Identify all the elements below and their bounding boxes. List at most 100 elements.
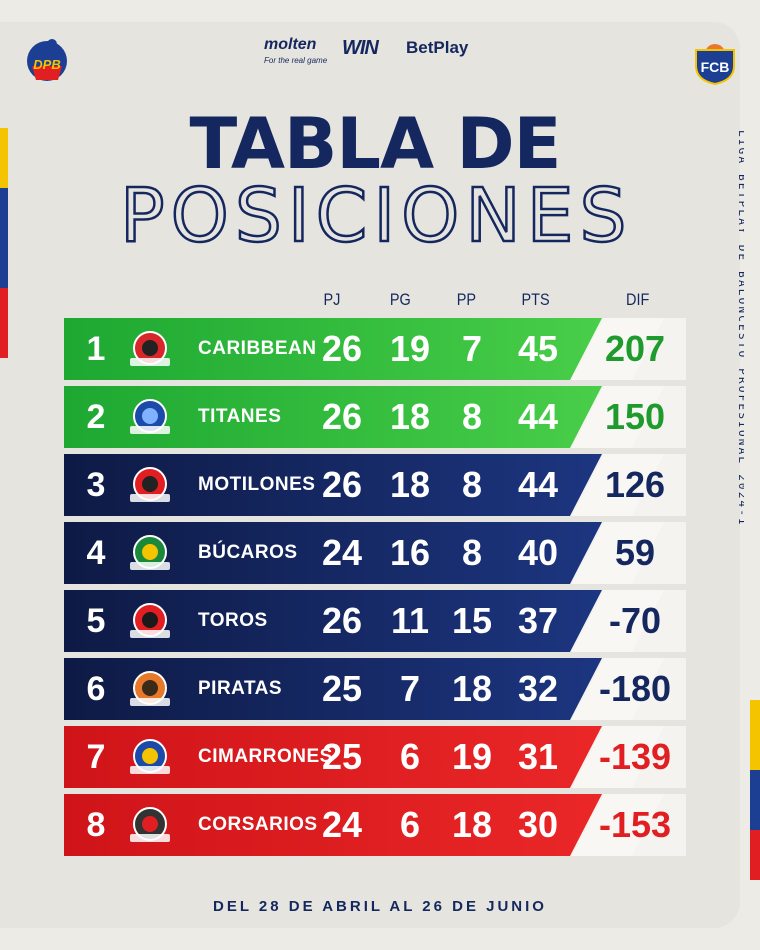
header-pj: PJ [323, 290, 341, 309]
row-background [64, 590, 686, 652]
flag-stripe-yellow-right [750, 700, 760, 770]
row-background [64, 658, 686, 720]
rank: 2 [86, 398, 106, 436]
bucaros-logo [130, 535, 170, 570]
games-won: 18 [389, 464, 431, 505]
games-lost: 19 [451, 736, 493, 777]
team-name: TOROS [198, 610, 268, 631]
team-name: CIMARRONES [198, 746, 333, 767]
caribbean-storm-logo [130, 331, 170, 366]
points: 31 [517, 736, 559, 777]
table-row: 3 MOTILONES 26 18 8 44 126 [64, 454, 686, 516]
games-played: 26 [321, 396, 363, 437]
rank: 8 [86, 806, 106, 844]
team-name: MOTILONES [198, 474, 316, 495]
fcb-logo-text: FCB [701, 59, 730, 75]
header-pg: PG [389, 290, 411, 309]
games-played: 26 [321, 328, 363, 369]
games-won: 7 [399, 668, 421, 709]
flag-stripe-yellow-left [0, 128, 8, 188]
table-row: 7 CIMARRONES 25 6 19 31 -139 [64, 726, 686, 788]
dpb-logo: DPB [27, 39, 67, 81]
table-row: 5 TOROS 26 11 15 37 -70 [64, 590, 686, 652]
flag-stripe-blue-left [0, 188, 8, 288]
games-played: 25 [321, 668, 363, 709]
betplay-logo: BetPlay [406, 38, 469, 57]
rank: 6 [86, 670, 106, 708]
league-side-text: LIGA BETPLAY DE BALONCESTO PROFESIONAL 2… [736, 130, 744, 527]
point-difference: -153 [598, 804, 672, 845]
point-difference: -180 [598, 668, 672, 709]
sponsor-bar: molten For the real game WIN BetPlay [260, 36, 500, 76]
date-range: DEL 28 DE ABRIL AL 26 DE JUNIO [213, 898, 547, 915]
row-background [64, 454, 686, 516]
fcb-logo: FCB [695, 44, 735, 86]
points: 32 [517, 668, 559, 709]
rank: 3 [86, 466, 106, 504]
point-difference: -70 [608, 600, 662, 641]
toros-logo [130, 603, 170, 638]
games-lost: 15 [451, 600, 493, 641]
table-row: 4 BÚCAROS 24 16 8 40 59 [64, 522, 686, 584]
flag-stripe-blue-right [750, 770, 760, 830]
table-row: 1 CARIBBEAN 26 19 7 45 207 [64, 318, 686, 380]
games-lost: 18 [451, 804, 493, 845]
games-played: 24 [321, 532, 363, 573]
header-pp: PP [456, 290, 476, 309]
team-name: TITANES [198, 406, 282, 427]
point-difference: 59 [614, 532, 656, 573]
games-won: 16 [389, 532, 431, 573]
points: 44 [517, 396, 559, 437]
point-difference: 207 [604, 328, 666, 369]
games-played: 25 [321, 736, 363, 777]
league-side-text-label: LIGA BETPLAY DE BALONCESTO PROFESIONAL 2… [736, 130, 744, 527]
team-name: BÚCAROS [198, 542, 298, 563]
row-background [64, 522, 686, 584]
rank: 1 [86, 330, 106, 368]
table-row: 6 PIRATAS 25 7 18 32 -180 [64, 658, 686, 720]
cimarrones-logo [130, 739, 170, 774]
games-lost: 8 [461, 532, 483, 573]
flag-stripe-red-left [0, 288, 8, 358]
points: 44 [517, 464, 559, 505]
page-title-line1: TABLA DE [189, 103, 562, 185]
games-lost: 8 [461, 464, 483, 505]
team-name: CORSARIOS [198, 814, 318, 835]
games-played: 24 [321, 804, 363, 845]
table-row: 8 CORSARIOS 24 6 18 30 -153 [64, 794, 686, 856]
rank: 5 [86, 602, 106, 640]
games-played: 26 [321, 600, 363, 641]
page-title-line2: POSICIONES [119, 173, 633, 259]
games-won: 19 [389, 328, 431, 369]
corsarios-logo [130, 807, 170, 842]
team-name: CARIBBEAN [198, 338, 317, 359]
win-logo: WIN [342, 37, 379, 59]
row-background [64, 386, 686, 448]
points: 37 [517, 600, 559, 641]
games-lost: 18 [451, 668, 493, 709]
games-won: 18 [389, 396, 431, 437]
rank: 4 [86, 534, 106, 572]
point-difference: 126 [604, 464, 666, 505]
games-played: 26 [321, 464, 363, 505]
rank: 7 [86, 738, 106, 776]
games-lost: 7 [461, 328, 483, 369]
molten-tagline: For the real game [264, 56, 328, 65]
row-background [64, 726, 686, 788]
piratas-logo [130, 671, 170, 706]
points: 40 [517, 532, 559, 573]
motilones-logo [130, 467, 170, 502]
games-won: 6 [399, 736, 421, 777]
molten-logo: molten [264, 36, 317, 53]
header-dif: DIF [626, 290, 650, 309]
header-pts: PTS [521, 290, 550, 309]
points: 45 [517, 328, 559, 369]
dpb-logo-text: DPB [33, 57, 60, 72]
flag-stripe-red-right [750, 830, 760, 880]
team-name: PIRATAS [198, 678, 283, 699]
table-row: 2 TITANES 26 18 8 44 150 [64, 386, 686, 448]
games-won: 6 [399, 804, 421, 845]
points: 30 [517, 804, 559, 845]
games-lost: 8 [461, 396, 483, 437]
titanes-logo [130, 399, 170, 434]
